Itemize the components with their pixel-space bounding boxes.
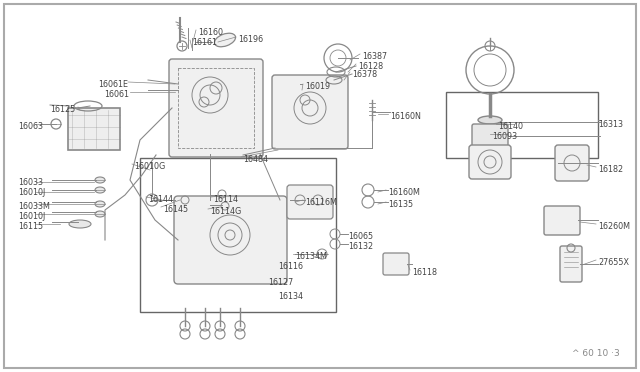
Text: 16160N: 16160N xyxy=(390,112,421,121)
FancyBboxPatch shape xyxy=(544,206,580,235)
Text: 16182: 16182 xyxy=(598,165,623,174)
Ellipse shape xyxy=(95,177,105,183)
Text: 27655X: 27655X xyxy=(598,258,629,267)
FancyBboxPatch shape xyxy=(555,145,589,181)
Bar xyxy=(140,158,336,312)
Text: 16134M: 16134M xyxy=(295,252,327,261)
Bar xyxy=(68,108,120,150)
Bar xyxy=(178,68,254,148)
FancyBboxPatch shape xyxy=(169,59,263,157)
Text: 16061E: 16061E xyxy=(98,80,128,89)
FancyBboxPatch shape xyxy=(469,145,511,179)
Ellipse shape xyxy=(214,33,236,47)
Text: 16134: 16134 xyxy=(278,292,303,301)
Text: 16065: 16065 xyxy=(348,232,373,241)
Text: 16378: 16378 xyxy=(352,70,377,79)
Text: 16093: 16093 xyxy=(492,132,517,141)
Ellipse shape xyxy=(95,211,105,217)
Text: 16033: 16033 xyxy=(18,178,43,187)
Text: 16387: 16387 xyxy=(362,52,387,61)
Text: 16010J: 16010J xyxy=(18,212,45,221)
Text: 16160: 16160 xyxy=(198,28,223,37)
Text: 16160M: 16160M xyxy=(388,188,420,197)
Text: 16196: 16196 xyxy=(238,35,263,44)
Text: 16145: 16145 xyxy=(163,205,188,214)
Text: 16135: 16135 xyxy=(388,200,413,209)
Text: 16128: 16128 xyxy=(358,62,383,71)
Ellipse shape xyxy=(478,116,502,124)
Text: 16484: 16484 xyxy=(243,155,268,164)
Ellipse shape xyxy=(69,220,91,228)
Text: 16144: 16144 xyxy=(148,195,173,204)
Text: 16114G: 16114G xyxy=(210,207,241,216)
Text: 16061: 16061 xyxy=(104,90,129,99)
Text: 16118: 16118 xyxy=(412,268,437,277)
Text: 16161: 16161 xyxy=(192,38,217,47)
Text: 16010G: 16010G xyxy=(134,162,165,171)
FancyBboxPatch shape xyxy=(472,124,508,148)
Text: 16132: 16132 xyxy=(348,242,373,251)
Text: 16313: 16313 xyxy=(598,120,623,129)
Bar xyxy=(446,92,598,158)
FancyBboxPatch shape xyxy=(174,196,287,284)
Text: 16127: 16127 xyxy=(268,278,293,287)
FancyBboxPatch shape xyxy=(560,246,582,282)
Text: ^ 60 10 ·3: ^ 60 10 ·3 xyxy=(572,349,620,358)
FancyBboxPatch shape xyxy=(383,253,409,275)
Text: 16033M: 16033M xyxy=(18,202,50,211)
Text: 16019: 16019 xyxy=(305,82,330,91)
Text: 16116M: 16116M xyxy=(305,198,337,207)
Text: 16010J: 16010J xyxy=(18,188,45,197)
Ellipse shape xyxy=(95,187,105,193)
Text: 16063: 16063 xyxy=(18,122,43,131)
Ellipse shape xyxy=(95,201,105,207)
Text: 16114: 16114 xyxy=(213,195,238,204)
Text: 16115: 16115 xyxy=(18,222,43,231)
FancyBboxPatch shape xyxy=(272,75,348,149)
Text: 16116: 16116 xyxy=(278,262,303,271)
Text: 16125: 16125 xyxy=(50,105,76,114)
Text: 16140: 16140 xyxy=(498,122,523,131)
FancyBboxPatch shape xyxy=(287,185,333,219)
Text: 16260M: 16260M xyxy=(598,222,630,231)
